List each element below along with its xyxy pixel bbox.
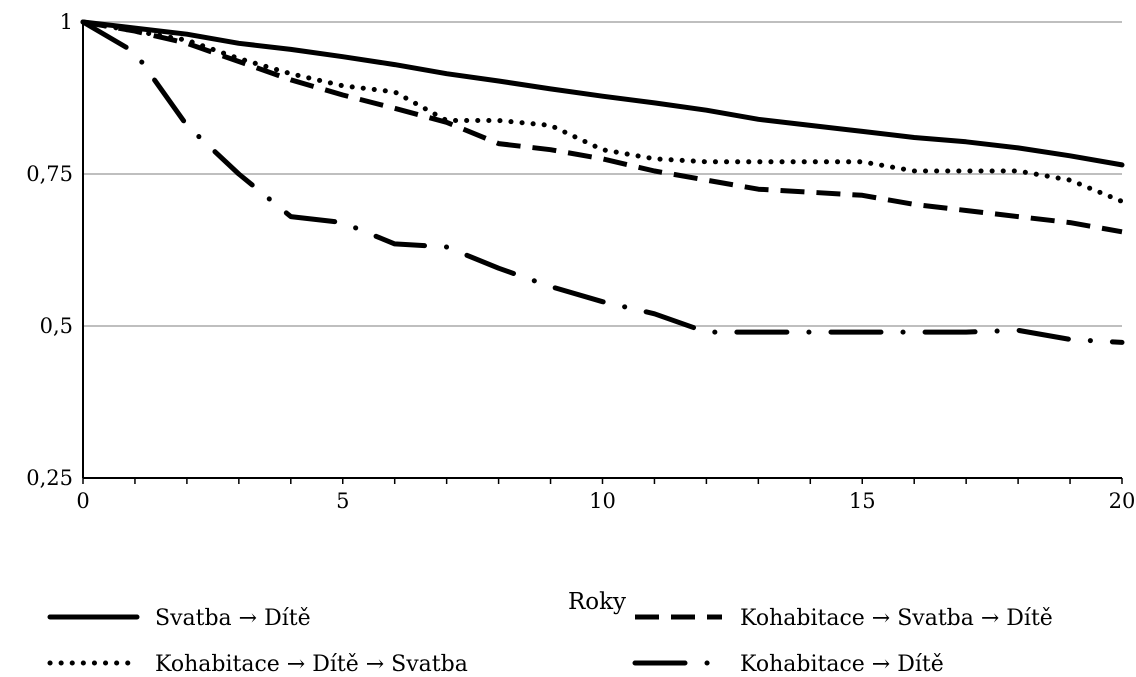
x-tick-label-1: 5 bbox=[336, 489, 349, 513]
gridlines bbox=[83, 21, 1122, 327]
series-layer bbox=[80, 19, 1125, 345]
legend-label-3: Kohabitace → Dítě bbox=[740, 652, 944, 677]
axes bbox=[82, 22, 1123, 484]
legend-label-2: Kohabitace → Dítě → Svatba bbox=[155, 652, 468, 677]
y-tick-label-1: 0,75 bbox=[26, 162, 73, 186]
x-axis-title: Roky bbox=[568, 589, 626, 615]
series-line-1 bbox=[82, 19, 1123, 235]
y-tick-label-3: 0,25 bbox=[26, 466, 73, 490]
y-tick-label-0: 1 bbox=[60, 10, 73, 34]
tick-labels: 0 5 10 15 20 1 0,75 0,5 0,25 bbox=[26, 10, 1135, 513]
series-line-2 bbox=[80, 19, 1125, 204]
series-line-3 bbox=[80, 19, 1125, 345]
x-tick-label-2: 10 bbox=[589, 489, 616, 513]
x-tick-label-3: 15 bbox=[849, 489, 876, 513]
series-line-0 bbox=[80, 19, 1125, 168]
x-tick-label-4: 20 bbox=[1109, 489, 1136, 513]
legend-label-0: Svatba → Dítě bbox=[155, 606, 311, 631]
y-tick-label-2: 0,5 bbox=[40, 314, 73, 338]
legend-label-1: Kohabitace → Svatba → Dítě bbox=[740, 606, 1053, 631]
x-tick-label-0: 0 bbox=[76, 489, 89, 513]
legend: Svatba → Dítě Kohabitace → Svatba → Dítě K… bbox=[47, 606, 1053, 677]
